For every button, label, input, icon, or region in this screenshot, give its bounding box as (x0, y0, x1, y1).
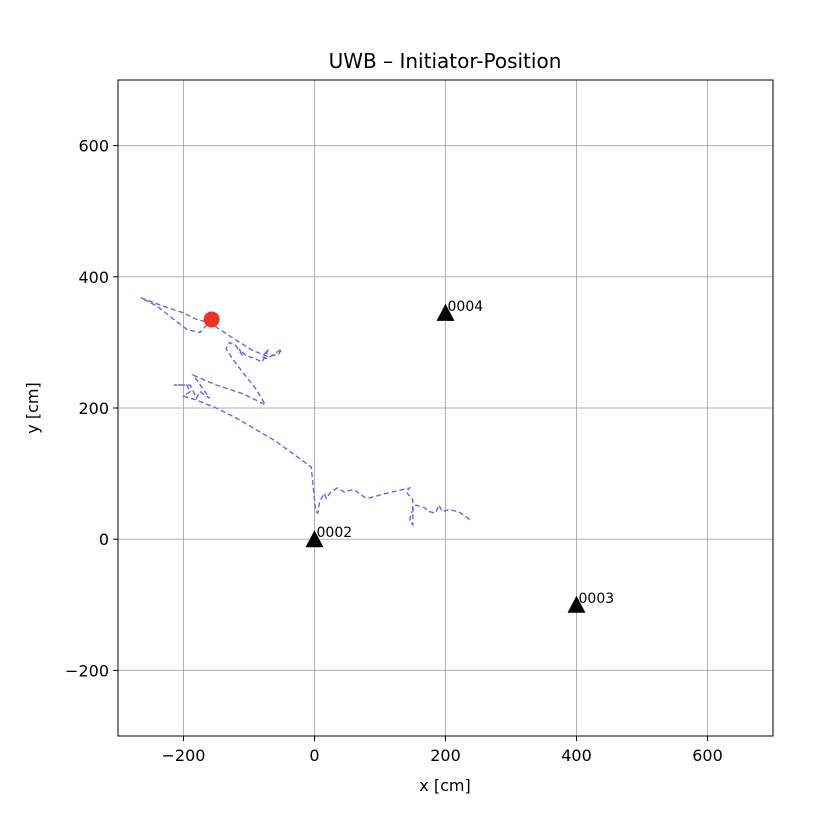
anchor-label-0004: 0004 (448, 299, 484, 315)
marker-layer (203, 311, 220, 328)
x-tick-label: 200 (430, 746, 461, 765)
anchor-marker-0003 (567, 595, 586, 613)
y-axis-ticks: −200 0 200 400 600 (65, 137, 118, 680)
anchor-label-0003: 0003 (579, 591, 615, 607)
x-tick-label: 400 (561, 746, 592, 765)
x-axis-ticks: −200 0 200 400 600 (162, 736, 723, 765)
current-position-marker (203, 311, 220, 328)
x-axis-label: x [cm] (419, 776, 470, 795)
x-tick-label: −200 (162, 746, 206, 765)
chart-title: UWB – Initiator-Position (329, 49, 562, 73)
x-tick-label: 600 (692, 746, 723, 765)
trajectory-line (140, 297, 471, 527)
y-tick-label: −200 (65, 661, 109, 680)
anchor-layer: 0002 0003 0004 (305, 299, 615, 613)
y-tick-label: 600 (78, 137, 109, 156)
anchor-marker-0004 (436, 303, 455, 321)
trajectory-layer (140, 297, 471, 527)
anchor-label-0002: 0002 (317, 525, 353, 541)
y-tick-label: 200 (78, 399, 109, 418)
y-tick-label: 0 (99, 530, 109, 549)
y-axis-label: y [cm] (23, 382, 42, 433)
y-tick-label: 400 (78, 268, 109, 287)
x-tick-label: 0 (309, 746, 319, 765)
anchor-marker-0002 (305, 530, 324, 548)
grid-lines (118, 80, 773, 736)
